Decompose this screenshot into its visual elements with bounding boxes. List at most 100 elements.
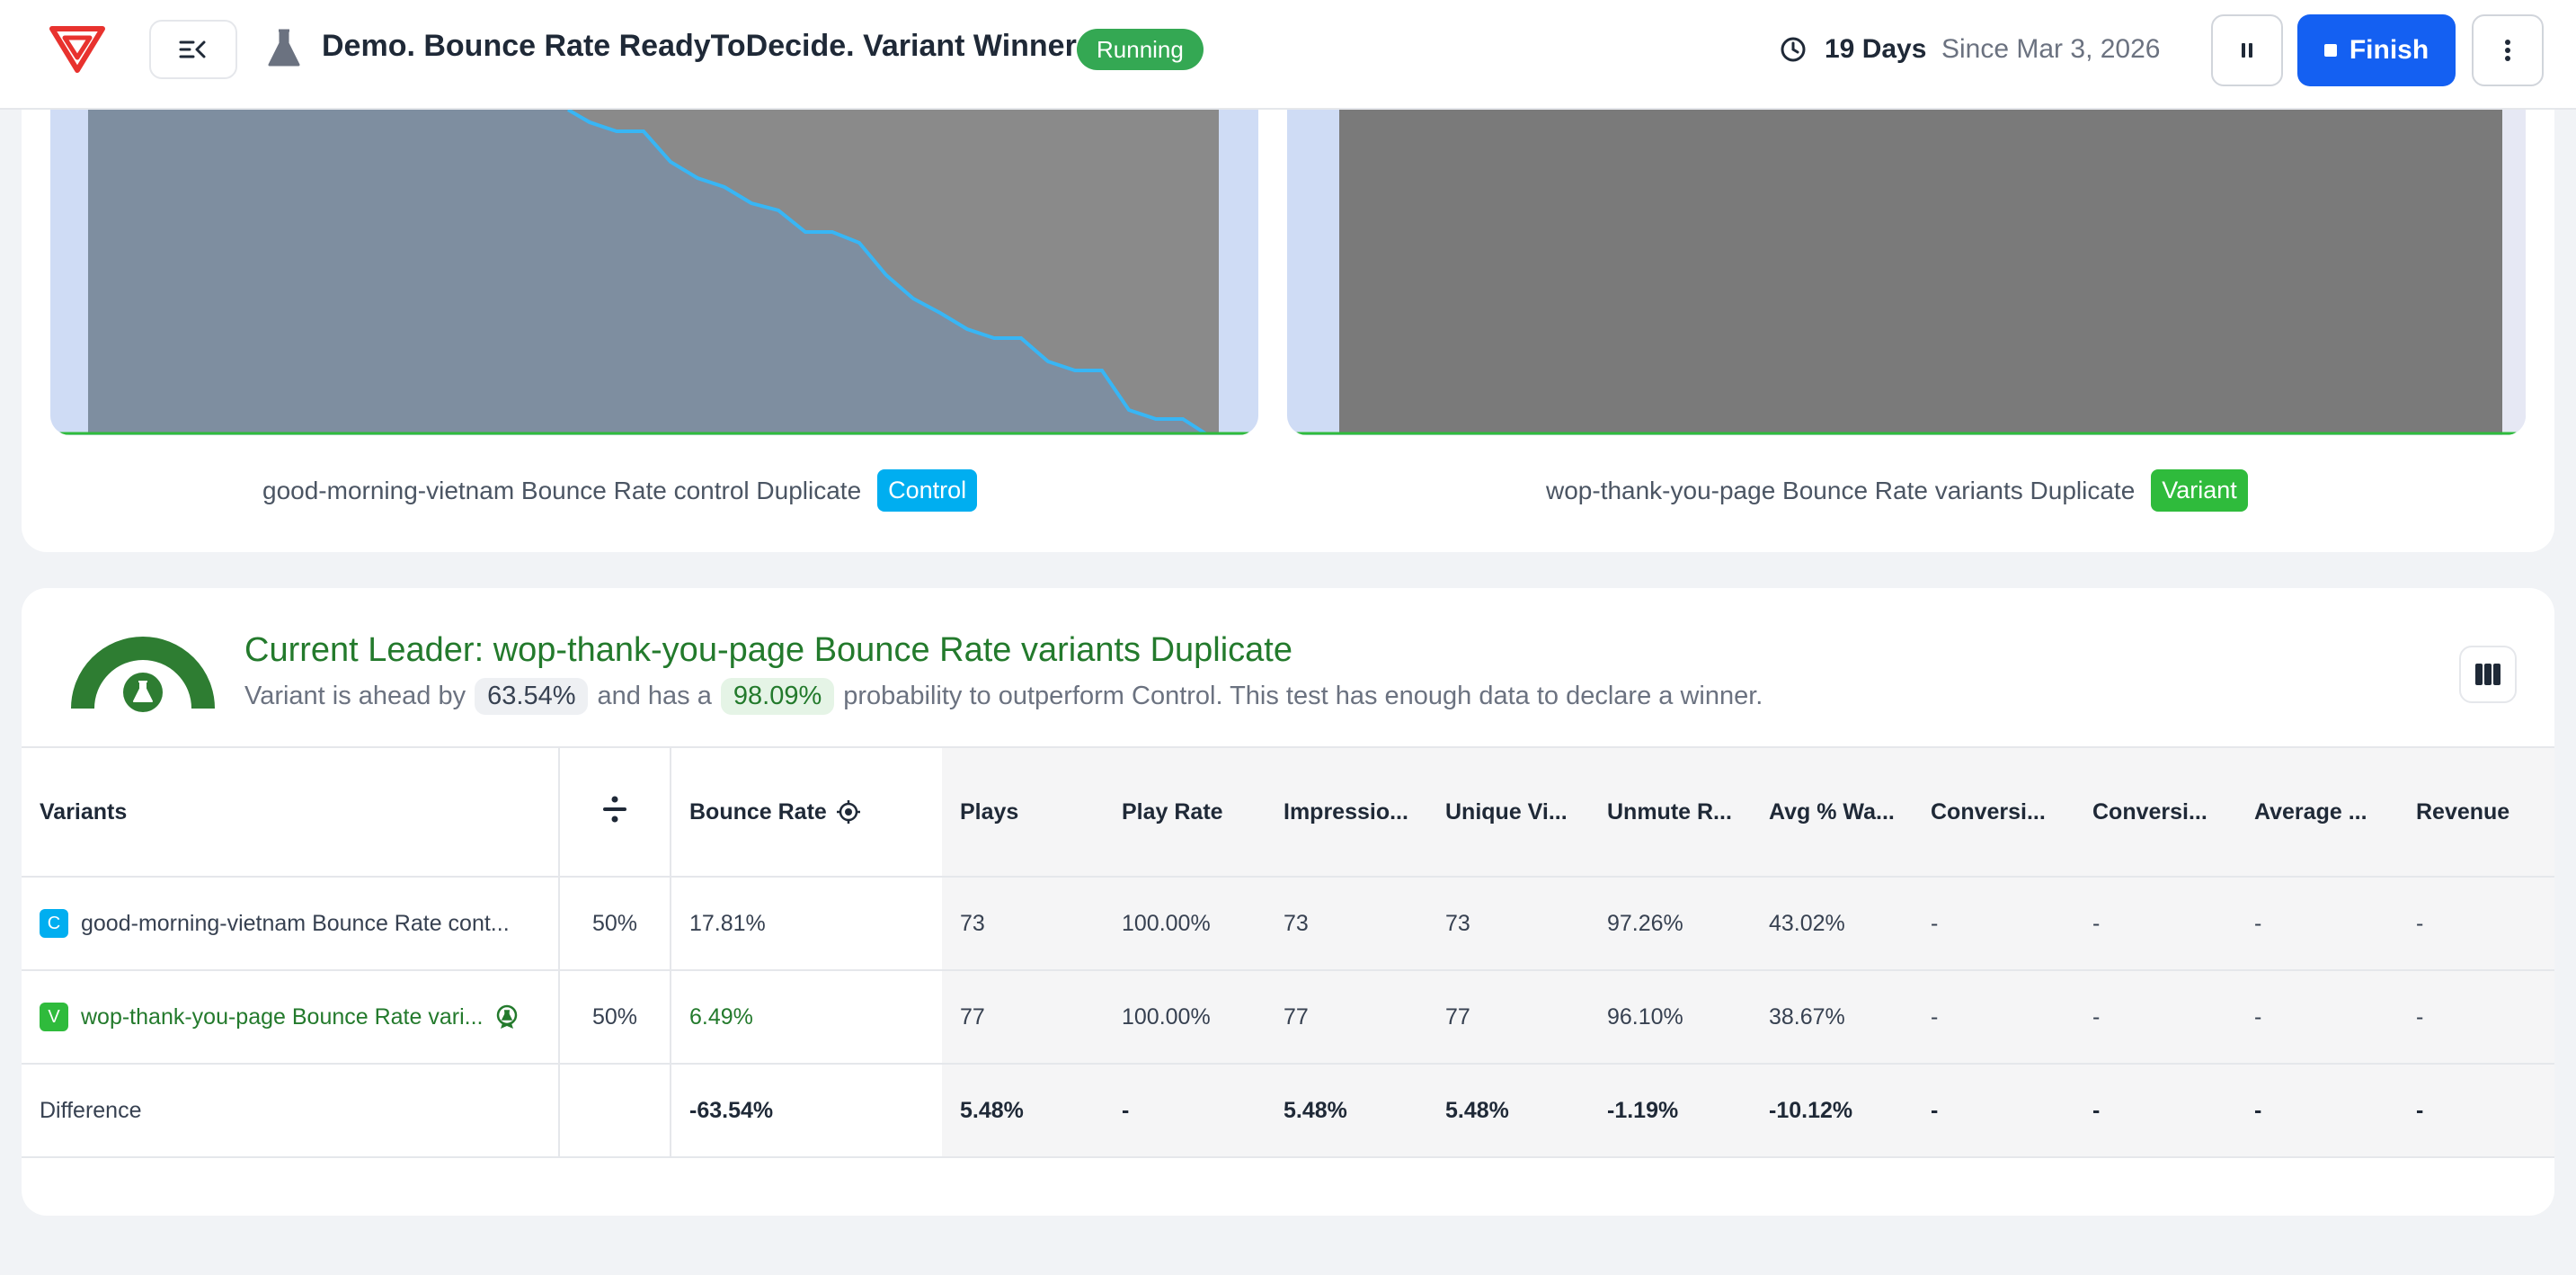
flask-icon [268, 29, 300, 67]
leader-summary: Variant is ahead by 63.54% and has a 98.… [244, 678, 1763, 715]
leader-title: Current Leader: wop-thank-you-page Bounc… [244, 631, 1292, 669]
gauge-icon [71, 637, 215, 716]
difference-avg-watched: -10.12% [1751, 1064, 1913, 1158]
header-play-rate[interactable]: Play Rate [1104, 746, 1266, 878]
header-bounce-rate-label: Bounce Rate [689, 798, 827, 825]
header-average[interactable]: Average ... [2236, 746, 2398, 878]
logo-icon[interactable] [49, 23, 106, 74]
table-header-row: Variants Bounce Rate [22, 746, 2554, 878]
conversions-1-cell: - [1913, 877, 2074, 971]
leader-text-3: probability to outperform Control. This … [843, 682, 1763, 710]
target-icon [836, 800, 860, 824]
split-cell: 50% [559, 877, 671, 971]
table-row[interactable]: V wop-thank-you-page Bounce Rate vari...… [22, 970, 2554, 1065]
bounce-rate-cell: 17.81% [671, 877, 942, 971]
difference-revenue: - [2398, 1064, 2554, 1158]
variant-letter-badge: V [40, 1003, 68, 1031]
impressions-cell: 77 [1266, 970, 1427, 1065]
average-cell: - [2236, 877, 2398, 971]
conversions-2-cell: - [2074, 877, 2236, 971]
columns-button[interactable] [2459, 646, 2517, 703]
header-conversions-1[interactable]: Conversi... [1913, 746, 2074, 878]
difference-unmute-rate: -1.19% [1589, 1064, 1751, 1158]
revenue-cell: - [2398, 970, 2554, 1065]
collapse-sidebar-icon [179, 40, 206, 58]
difference-plays: 5.48% [942, 1064, 1104, 1158]
pause-icon [2242, 43, 2252, 58]
unmute-rate-cell: 96.10% [1589, 970, 1751, 1065]
difference-bounce-rate: -63.54% [671, 1064, 942, 1158]
collapse-sidebar-button[interactable] [149, 20, 237, 79]
results-card: Current Leader: wop-thank-you-page Bounc… [22, 588, 2554, 1216]
avg-watched-cell: 38.67% [1751, 970, 1913, 1065]
play-rate-cell: 100.00% [1104, 970, 1266, 1065]
probability-value: 98.09% [720, 678, 835, 715]
play-rate-cell: 100.00% [1104, 877, 1266, 971]
page-title: Demo. Bounce Rate ReadyToDecide. Variant… [322, 29, 1077, 63]
variant-cell: C good-morning-vietnam Bounce Rate cont.… [22, 877, 560, 971]
variant-chart-plot [1287, 110, 2526, 435]
plays-cell: 77 [942, 970, 1104, 1065]
split-cell: 50% [559, 970, 671, 1065]
variant-cell: V wop-thank-you-page Bounce Rate vari... [22, 970, 560, 1065]
difference-split-cell [559, 1064, 671, 1158]
control-caption: good-morning-vietnam Bounce Rate control… [262, 469, 978, 512]
table-row[interactable]: C good-morning-vietnam Bounce Rate cont.… [22, 877, 2554, 971]
revenue-cell: - [2398, 877, 2554, 971]
control-caption-text: good-morning-vietnam Bounce Rate control… [262, 476, 862, 504]
leader-text-2: and has a [597, 682, 712, 710]
pause-button[interactable] [2211, 14, 2283, 86]
header-conversions-2[interactable]: Conversi... [2074, 746, 2236, 878]
finish-label: Finish [2349, 35, 2429, 65]
status-badge: Running [1077, 29, 1204, 70]
header-split[interactable] [559, 746, 671, 878]
duration-days: 19 Days [1825, 34, 1927, 64]
impressions-cell: 73 [1266, 877, 1427, 971]
header-plays[interactable]: Plays [942, 746, 1104, 878]
finish-button[interactable]: Finish [2297, 14, 2456, 86]
unique-visitors-cell: 73 [1427, 877, 1589, 971]
control-chart [50, 110, 1258, 435]
variant-caption-text: wop-thank-you-page Bounce Rate variants … [1546, 476, 2136, 504]
difference-row: Difference -63.54% 5.48% - 5.48% 5.48% -… [22, 1064, 2554, 1158]
header-impressions[interactable]: Impressio... [1266, 746, 1427, 878]
divide-icon [603, 796, 626, 822]
variant-chart [1287, 110, 2526, 435]
variant-charts-card: good-morning-vietnam Bounce Rate control… [22, 110, 2554, 552]
more-vertical-icon [2505, 40, 2510, 61]
conversions-2-cell: - [2074, 970, 2236, 1065]
control-badge: Control [877, 469, 978, 512]
top-header: Demo. Bounce Rate ReadyToDecide. Variant… [0, 0, 2576, 110]
ahead-value: 63.54% [475, 678, 589, 715]
control-chart-plot [50, 110, 1258, 435]
plays-cell: 73 [942, 877, 1104, 971]
variant-caption: wop-thank-you-page Bounce Rate variants … [1546, 469, 2248, 512]
difference-conversions-1: - [1913, 1064, 2074, 1158]
header-unique-visitors[interactable]: Unique Vi... [1427, 746, 1589, 878]
header-bounce-rate[interactable]: Bounce Rate [671, 746, 942, 878]
avg-watched-cell: 43.02% [1751, 877, 1913, 971]
header-unmute-rate[interactable]: Unmute R... [1589, 746, 1751, 878]
start-date: Since Mar 3, 2026 [1941, 34, 2161, 64]
clock-icon [1781, 37, 1806, 62]
variant-badge: Variant [2151, 469, 2248, 512]
metrics-table: Variants Bounce Rate [22, 746, 2554, 1158]
header-avg-watched[interactable]: Avg % Wa... [1751, 746, 1913, 878]
bounce-rate-curve [566, 110, 1207, 435]
average-cell: - [2236, 970, 2398, 1065]
variant-name: wop-thank-you-page Bounce Rate vari... [81, 1003, 484, 1030]
award-icon [497, 1004, 518, 1029]
stop-icon [2323, 44, 2337, 57]
header-revenue[interactable]: Revenue [2398, 746, 2554, 878]
unmute-rate-cell: 97.26% [1589, 877, 1751, 971]
difference-unique-visitors: 5.48% [1427, 1064, 1589, 1158]
control-letter-badge: C [40, 909, 68, 938]
conversions-1-cell: - [1913, 970, 2074, 1065]
bounce-rate-cell: 6.49% [671, 970, 942, 1065]
variant-name: good-morning-vietnam Bounce Rate cont... [81, 910, 510, 936]
header-variants[interactable]: Variants [22, 746, 560, 878]
difference-average: - [2236, 1064, 2398, 1158]
more-options-button[interactable] [2472, 14, 2544, 86]
columns-icon [2475, 664, 2500, 685]
unique-visitors-cell: 77 [1427, 970, 1589, 1065]
